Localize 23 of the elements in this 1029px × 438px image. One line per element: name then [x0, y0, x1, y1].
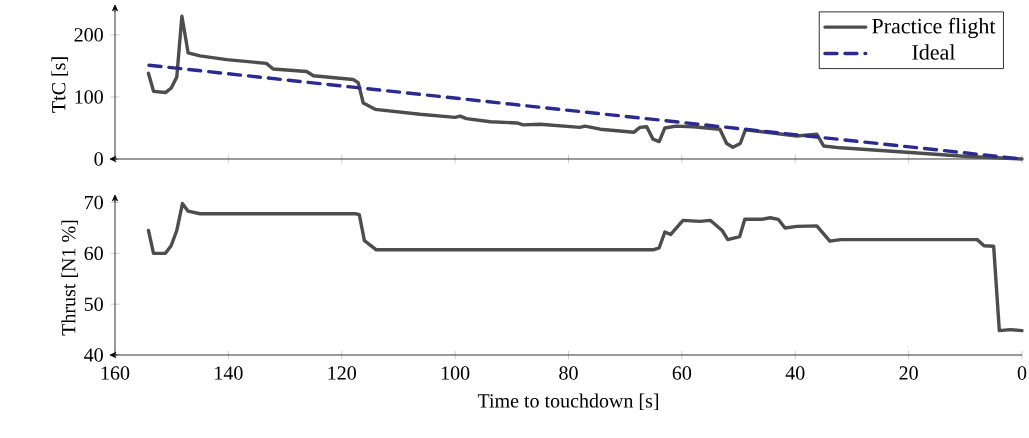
- line-series: [146, 201, 1024, 333]
- x-axis-title: Time to touchdown [s]: [477, 393, 659, 411]
- y-tick-label: 70: [84, 195, 103, 210]
- y-tick-label: 60: [84, 246, 103, 261]
- y-tick-label: 40: [84, 348, 103, 362]
- y-axis-title: Thrust [N1 %]: [61, 220, 78, 336]
- x-tick-label: 20: [899, 366, 918, 380]
- x-tick-label: 100: [441, 366, 470, 380]
- y-tick-label: 200: [74, 28, 103, 42]
- x-tick-label: 0: [1017, 366, 1027, 380]
- x-tick-label: 80: [559, 366, 578, 380]
- x-tick-label: 160: [101, 366, 130, 380]
- x-tick-label: 120: [328, 366, 356, 380]
- line-series: [146, 14, 1024, 161]
- x-tick-label: 40: [785, 366, 805, 380]
- y-axis-title: TtC [s]: [51, 57, 68, 113]
- legend-label: Ideal: [912, 44, 956, 60]
- y-tick-label: 100: [75, 90, 103, 104]
- legend-label: Practice flight: [872, 17, 996, 39]
- x-tick-label: 140: [215, 366, 243, 380]
- y-tick-label: 0: [94, 152, 103, 166]
- x-tick-label: 60: [672, 366, 692, 380]
- y-tick-label: 50: [84, 297, 103, 311]
